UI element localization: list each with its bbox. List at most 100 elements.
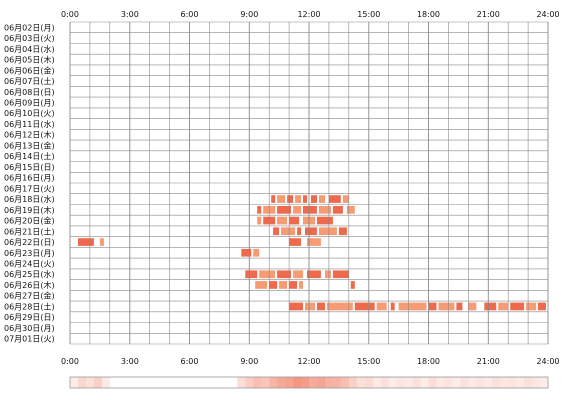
density-cell <box>372 377 381 388</box>
activity-bar <box>273 227 280 236</box>
activity-bar <box>99 238 104 246</box>
activity-bar <box>277 195 286 203</box>
date-label: 06月29日(日) <box>4 313 55 322</box>
activity-bar <box>253 248 260 257</box>
date-label: 06月02日(月) <box>4 23 55 32</box>
activity-bar <box>311 195 317 203</box>
density-cell <box>428 377 437 388</box>
activity-bar <box>289 302 303 311</box>
activity-bar <box>456 302 463 311</box>
density-cell <box>277 377 286 388</box>
activity-bar <box>398 302 427 311</box>
date-label: 06月15日(日) <box>4 163 55 172</box>
density-cell <box>404 377 413 388</box>
activity-bar <box>317 302 325 311</box>
date-label: 06月19日(木) <box>4 205 55 215</box>
hour-tick-label-bottom: 9:00 <box>240 357 258 366</box>
date-label: 06月04日(水) <box>4 44 55 54</box>
date-label: 07月01日(火) <box>4 335 55 344</box>
density-cell <box>317 377 325 388</box>
date-label: 06月18日(水) <box>4 194 55 204</box>
date-label: 06月14日(土) <box>4 151 55 161</box>
activity-bar <box>376 302 387 311</box>
hour-tick-label-bottom: 21:00 <box>477 357 500 366</box>
date-label: 06月05日(木) <box>4 55 55 65</box>
density-cell <box>484 377 493 388</box>
activity-bar <box>328 195 341 203</box>
activity-bar <box>293 270 304 279</box>
density-cell <box>78 377 86 388</box>
date-label: 06月24日(火) <box>4 260 55 269</box>
date-label: 06月12日(木) <box>4 130 55 140</box>
density-cell <box>388 377 397 388</box>
date-label: 06月22日(日) <box>4 238 55 247</box>
activity-bar <box>510 302 525 311</box>
date-label: 06月13日(金) <box>4 140 55 150</box>
activity-bar <box>324 270 331 279</box>
activity-bar <box>390 302 395 311</box>
density-cell <box>301 377 309 388</box>
activity-bars <box>78 195 546 311</box>
hour-tick-label-top: 12:00 <box>297 10 320 19</box>
date-label: 06月11日(水) <box>4 119 55 129</box>
density-cell <box>309 377 317 388</box>
activity-bar <box>257 216 262 225</box>
activity-bar <box>293 206 302 214</box>
density-cell <box>348 377 357 388</box>
density-cell <box>85 377 94 388</box>
density-cell <box>508 377 517 388</box>
date-label: 06月06日(金) <box>4 65 55 75</box>
activity-bar <box>277 206 291 214</box>
activity-bar <box>319 206 331 214</box>
hour-tick-label-top: 6:00 <box>181 10 199 19</box>
hour-tick-label-top: 0:00 <box>61 10 79 19</box>
activity-bar <box>526 302 537 311</box>
hour-tick-label-bottom: 15:00 <box>357 357 380 366</box>
density-cell <box>293 377 302 388</box>
activity-bar <box>281 227 295 236</box>
activity-bar <box>326 302 353 311</box>
density-cell <box>444 377 453 388</box>
date-label: 06月17日(火) <box>4 184 55 193</box>
density-cell <box>396 377 405 388</box>
density-cell <box>324 377 333 388</box>
date-label: 06月08日(日) <box>4 88 55 97</box>
date-label: 06月07日(土) <box>4 76 55 86</box>
activity-bar <box>259 270 276 279</box>
date-label: 06月09日(月) <box>4 99 55 108</box>
density-cell <box>540 377 548 388</box>
hour-tick-label-top: 21:00 <box>477 10 500 19</box>
activity-bar <box>317 216 333 225</box>
hour-tick-label-top: 15:00 <box>357 10 380 19</box>
hour-tick-label-bottom: 0:00 <box>61 357 79 366</box>
activity-bar <box>428 302 437 311</box>
density-cell <box>500 377 509 388</box>
hour-tick-label-bottom: 18:00 <box>417 357 440 366</box>
density-cell <box>492 377 501 388</box>
date-label: 06月20日(金) <box>4 216 55 226</box>
density-cell <box>452 377 461 388</box>
activity-bar <box>255 281 268 289</box>
activity-bar <box>538 302 546 311</box>
activity-bar <box>289 281 298 289</box>
activity-bar <box>305 302 315 311</box>
date-label: 06月10日(火) <box>4 109 55 118</box>
density-cell <box>332 377 341 388</box>
date-label: 06月16日(月) <box>4 174 55 183</box>
hour-tick-labels: 0:00 0:00 3:00 3:00 6:00 6:00 9:00 9:00 12:00 12:… <box>61 10 560 366</box>
activity-bar <box>289 216 300 225</box>
density-cell <box>364 377 373 388</box>
date-label: 06月30日(月) <box>4 324 55 333</box>
density-cell <box>101 377 110 388</box>
hour-tick-label-bottom: 12:00 <box>297 357 320 366</box>
density-cell <box>476 377 485 388</box>
activity-bar <box>319 227 337 236</box>
density-cell <box>261 377 270 388</box>
hour-tick-label-top: 9:00 <box>240 10 258 19</box>
activity-bar <box>307 270 321 279</box>
activity-bar <box>271 195 276 203</box>
activity-bar <box>245 270 258 279</box>
density-cell <box>516 377 525 388</box>
activity-bar <box>438 302 455 311</box>
